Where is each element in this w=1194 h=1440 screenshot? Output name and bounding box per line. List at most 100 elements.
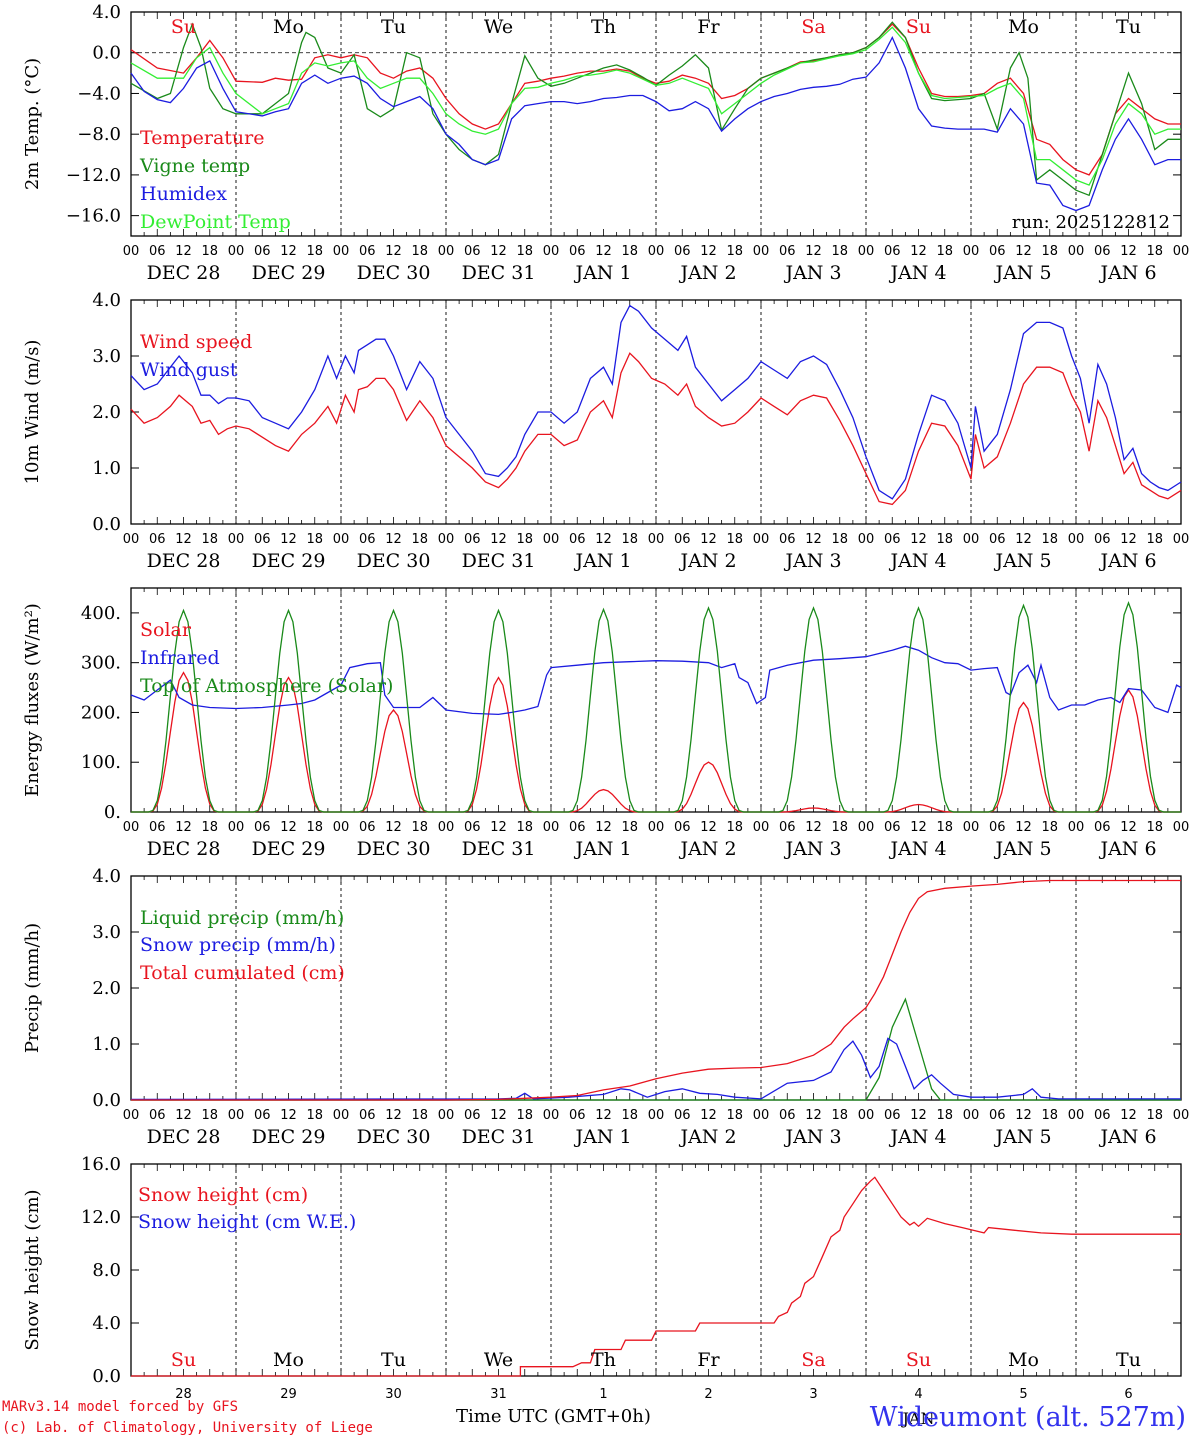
- hour-tick-label: 18: [516, 244, 533, 259]
- date-label: JAN 1: [573, 550, 631, 572]
- series-line-dewpoint-temp: [130, 26, 1181, 186]
- hour-tick-label: 06: [884, 244, 901, 259]
- series-line-top-of-atmosphere-solar-: [131, 601, 1181, 813]
- hour-tick-label: 06: [359, 820, 376, 835]
- hour-tick-label: 18: [411, 532, 428, 547]
- hour-tick-label: 06: [674, 1108, 691, 1123]
- y-tick-label: 1.0: [92, 1034, 121, 1055]
- legend-entry: Solar: [140, 619, 192, 641]
- y-tick-label: −12.0: [66, 165, 121, 186]
- series-line-liquid-precip-mm-h-: [131, 997, 1181, 1101]
- date-label: JAN 1: [573, 1126, 631, 1148]
- date-label: JAN 2: [678, 838, 736, 860]
- date-label: DEC 31: [462, 838, 536, 860]
- hour-tick-label: 00: [228, 244, 245, 259]
- weekday-label: Tu: [1116, 16, 1141, 38]
- date-label: JAN 6: [1098, 838, 1156, 860]
- legend-entry: Total cumulated (cm): [140, 962, 345, 984]
- day-number-label: 29: [280, 1387, 297, 1402]
- date-label: JAN 4: [888, 262, 946, 284]
- date-label: DEC 29: [252, 550, 326, 572]
- time-axis-label: Time UTC (GMT+0h): [456, 1406, 651, 1427]
- hour-tick-label: 12: [490, 820, 507, 835]
- hour-tick-label: 12: [1015, 1108, 1032, 1123]
- hour-tick-label: 00: [228, 820, 245, 835]
- hour-tick-label: 12: [910, 820, 927, 835]
- hour-tick-label: 12: [1120, 532, 1137, 547]
- hour-tick-label: 12: [1015, 820, 1032, 835]
- date-label: DEC 31: [462, 262, 536, 284]
- date-label: JAN 5: [993, 262, 1051, 284]
- hour-tick-label: 18: [1146, 1108, 1163, 1123]
- hour-tick-label: 06: [149, 820, 166, 835]
- hour-tick-label: 12: [280, 820, 297, 835]
- legend-entry: Wind gust: [140, 359, 238, 381]
- hour-tick-label: 06: [569, 244, 586, 259]
- hour-tick-label: 06: [779, 244, 796, 259]
- hour-tick-label: 18: [516, 532, 533, 547]
- hour-tick-label: 12: [805, 244, 822, 259]
- weekday-label: Su: [906, 16, 931, 38]
- hour-tick-label: 00: [753, 532, 770, 547]
- hour-tick-label: 18: [726, 820, 743, 835]
- hour-tick-label: 00: [648, 820, 665, 835]
- legend-entry: Wind speed: [140, 331, 252, 353]
- date-label: DEC 30: [357, 550, 431, 572]
- date-label: DEC 31: [462, 1126, 536, 1148]
- date-label: JAN 5: [993, 550, 1051, 572]
- hour-tick-label: 00: [963, 532, 980, 547]
- month-label: JAN: [901, 1409, 935, 1428]
- hour-tick-label: 18: [1146, 820, 1163, 835]
- date-label: DEC 29: [252, 838, 326, 860]
- legend-entry: Humidex: [140, 183, 227, 205]
- hour-tick-label: 00: [1068, 244, 1085, 259]
- hour-tick-label: 12: [700, 532, 717, 547]
- run-label: run: 2025122812: [1012, 212, 1170, 233]
- date-label: JAN 2: [678, 1126, 736, 1148]
- hour-tick-label: 06: [779, 532, 796, 547]
- hour-tick-label: 06: [569, 1108, 586, 1123]
- hour-tick-label: 12: [1015, 532, 1032, 547]
- hour-tick-label: 06: [779, 1108, 796, 1123]
- weekday-label: Th: [591, 16, 616, 38]
- legend-entry: Top of Atmosphere (Solar): [140, 675, 393, 697]
- hour-tick-label: 00: [648, 1108, 665, 1123]
- hour-tick-label: 06: [1094, 1108, 1111, 1123]
- date-label: DEC 28: [147, 838, 221, 860]
- y-tick-label: 100.: [81, 752, 121, 773]
- hour-tick-label: 06: [989, 244, 1006, 259]
- hour-tick-label: 12: [805, 1108, 822, 1123]
- hour-tick-label: 18: [621, 244, 638, 259]
- hour-tick-label: 18: [1146, 532, 1163, 547]
- series-line-snow-precip-mm-h-: [130, 1037, 1181, 1101]
- weekday-label: We: [484, 1349, 513, 1371]
- hour-tick-label: 00: [543, 1108, 560, 1123]
- y-tick-label: 1.0: [92, 458, 121, 479]
- day-number-label: 1: [599, 1387, 607, 1402]
- y-tick-label: 0.0: [92, 1366, 121, 1387]
- energy-panel: [130, 587, 1182, 813]
- series-line-total-cumulated-cm-: [131, 879, 1181, 1101]
- hour-tick-label: 12: [595, 532, 612, 547]
- date-label: JAN 3: [783, 550, 841, 572]
- date-label: JAN 1: [573, 262, 631, 284]
- hour-tick-label: 18: [516, 1108, 533, 1123]
- y-tick-label: −16.0: [66, 206, 121, 227]
- hour-tick-label: 06: [884, 532, 901, 547]
- y-tick-label: 4.0: [92, 290, 121, 311]
- hour-tick-label: 00: [543, 820, 560, 835]
- hour-tick-label: 06: [254, 820, 271, 835]
- hour-tick-label: 12: [280, 532, 297, 547]
- hour-tick-label: 00: [333, 1108, 350, 1123]
- hour-tick-label: 00: [123, 532, 140, 547]
- hour-tick-label: 12: [805, 820, 822, 835]
- y-tick-label: 4.0: [92, 1313, 121, 1334]
- hour-tick-label: 00: [963, 1108, 980, 1123]
- hour-tick-label: 18: [201, 1108, 218, 1123]
- legend-entry: Liquid precip (mm/h): [140, 907, 344, 929]
- hour-tick-label: 06: [989, 532, 1006, 547]
- date-label: JAN 5: [993, 838, 1051, 860]
- series-line-temperature: [130, 23, 1181, 176]
- hour-tick-label: 18: [936, 820, 953, 835]
- hour-tick-label: 18: [306, 1108, 323, 1123]
